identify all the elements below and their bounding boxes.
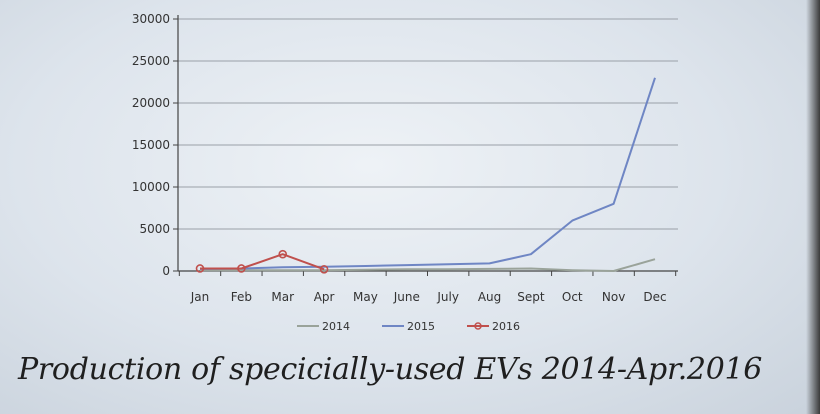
data-point-2016 bbox=[237, 264, 246, 273]
legend-label-2016: 2016 bbox=[492, 320, 520, 333]
x-tick-label: Sept bbox=[517, 290, 545, 304]
data-point-2016 bbox=[195, 264, 205, 273]
x-tick-label: May bbox=[353, 290, 378, 304]
x-tick-label: Jan bbox=[190, 290, 210, 304]
x-tick-label: June bbox=[393, 290, 420, 304]
data-point-2016 bbox=[319, 265, 329, 274]
x-tick-label: July bbox=[436, 290, 459, 304]
x-tick-label: Nov bbox=[602, 290, 625, 304]
screen-edge-shadow bbox=[806, 0, 820, 414]
legend-label-2015: 2015 bbox=[407, 320, 435, 333]
legend-label-2014: 2014 bbox=[322, 320, 350, 333]
y-tick-label: 10000 bbox=[132, 180, 170, 194]
x-tick-label: Oct bbox=[562, 290, 583, 304]
series-lines bbox=[195, 77, 656, 274]
series-line-2016 bbox=[200, 253, 325, 271]
line-chart: 0 5000 10000 15000 20000 25000 30000 Jan Feb Mar A… bbox=[132, 12, 678, 333]
y-tick-label: 0 bbox=[162, 264, 170, 278]
y-tick-label: 5000 bbox=[139, 222, 170, 236]
grid-lines bbox=[178, 18, 678, 230]
legend: 2014 2015 2016 bbox=[297, 320, 520, 333]
x-tick-label: Dec bbox=[643, 290, 666, 304]
x-tick-label: Aug bbox=[478, 290, 501, 304]
series-line-2014 bbox=[200, 258, 656, 272]
axes: 0 5000 10000 15000 20000 25000 30000 Jan Feb Mar A… bbox=[132, 12, 678, 304]
series-line-2015 bbox=[199, 77, 656, 270]
x-tick-label: Feb bbox=[231, 290, 252, 304]
y-tick-label: 20000 bbox=[132, 96, 170, 110]
chart-caption: Production of specicially-used EVs 2014-… bbox=[18, 352, 763, 387]
y-tick-label: 25000 bbox=[132, 54, 170, 68]
data-point-2016 bbox=[278, 249, 288, 259]
y-tick-label: 15000 bbox=[132, 138, 170, 152]
y-tick-label: 30000 bbox=[132, 12, 170, 26]
x-tick-label: Mar bbox=[271, 290, 294, 304]
legend-marker-2016 bbox=[474, 322, 482, 330]
x-tick-label: Apr bbox=[314, 290, 335, 304]
